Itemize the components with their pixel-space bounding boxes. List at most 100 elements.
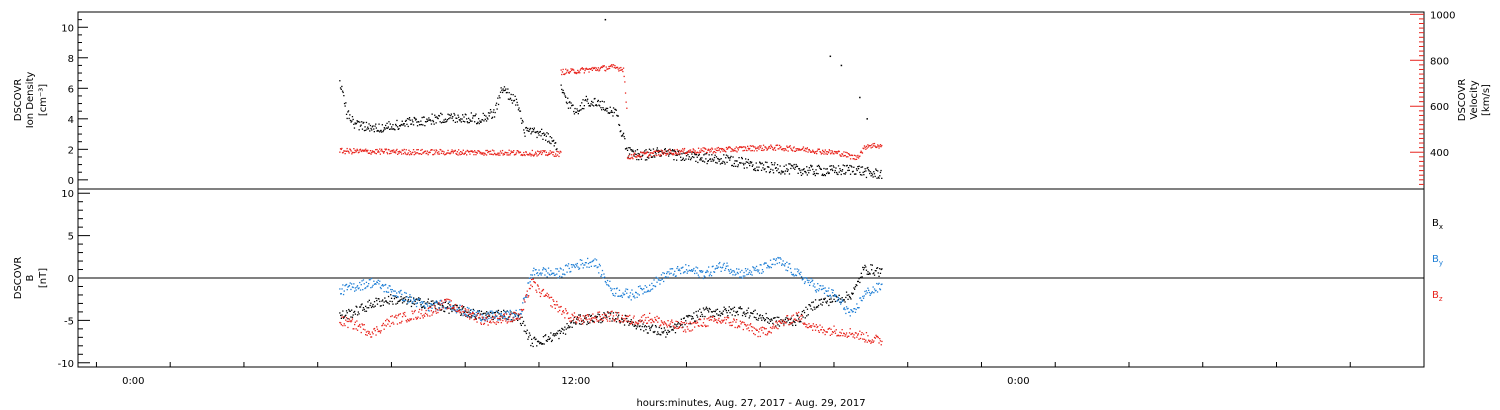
bz-point — [720, 322, 722, 324]
velocity-point — [871, 144, 873, 146]
density-point — [794, 166, 797, 168]
by-point — [628, 297, 630, 299]
density-point — [345, 113, 348, 115]
by-point — [872, 286, 874, 288]
by-point — [632, 296, 635, 298]
bz-point — [621, 317, 623, 319]
bx-point — [711, 311, 713, 313]
velocity-point — [355, 150, 358, 152]
bx-point — [696, 316, 699, 318]
density-point — [501, 89, 503, 91]
bz-point — [590, 319, 592, 321]
by-point — [677, 269, 680, 271]
velocity-point — [653, 150, 655, 153]
bz-point — [768, 330, 770, 333]
bz-point — [522, 309, 524, 311]
top-left-tick-label: 8 — [68, 54, 74, 65]
bx-point — [732, 307, 734, 310]
by-point — [866, 292, 868, 294]
by-point — [514, 313, 516, 316]
by-point — [449, 301, 451, 303]
density-point — [618, 124, 621, 126]
velocity-point — [629, 158, 631, 160]
velocity-point — [824, 149, 826, 151]
density-point — [497, 103, 500, 106]
bz-point — [391, 315, 393, 317]
by-point — [531, 277, 533, 279]
bx-point — [473, 313, 475, 315]
velocity-point — [485, 154, 488, 156]
velocity-point — [766, 149, 768, 151]
density-point — [675, 154, 677, 156]
bx-point — [460, 313, 463, 315]
by-point — [865, 293, 867, 295]
by-point — [590, 261, 592, 263]
bz-point — [699, 318, 702, 321]
velocity-point — [534, 153, 536, 155]
bx-point — [352, 314, 354, 316]
by-point — [497, 319, 499, 321]
bx-point — [751, 312, 753, 314]
bx-point — [427, 298, 429, 300]
velocity-point — [560, 151, 562, 153]
bz-point — [600, 318, 602, 320]
velocity-point — [395, 149, 397, 152]
velocity-point — [535, 151, 537, 153]
by-point — [344, 285, 346, 287]
density-point — [387, 126, 389, 128]
density-point — [823, 167, 825, 170]
velocity-point — [685, 152, 688, 154]
by-point — [498, 319, 500, 321]
bottom-plot-data — [339, 256, 883, 348]
density-point — [474, 121, 476, 123]
density-point — [499, 97, 501, 99]
by-point — [584, 262, 587, 264]
velocity-point — [826, 153, 828, 155]
bz-point — [855, 332, 857, 334]
velocity-point — [776, 144, 779, 146]
density-point — [859, 171, 861, 174]
density-point — [476, 122, 478, 125]
density-point — [448, 114, 450, 116]
density-point — [440, 122, 443, 124]
by-point — [400, 289, 402, 292]
velocity-point — [747, 145, 749, 147]
density-point — [759, 161, 761, 163]
velocity-point — [452, 150, 454, 153]
bx-point — [770, 318, 772, 320]
by-point — [679, 269, 681, 272]
density-point — [503, 86, 506, 88]
density-point — [687, 158, 690, 160]
velocity-point — [491, 153, 493, 155]
legend-entry: Bz — [1432, 290, 1443, 303]
velocity-point — [357, 149, 359, 152]
bz-point — [620, 320, 622, 322]
bx-point — [475, 318, 477, 320]
by-point — [833, 295, 835, 297]
velocity-point — [523, 154, 526, 156]
velocity-point — [863, 148, 865, 150]
top-left-tick-label: 2 — [68, 145, 74, 156]
by-point — [609, 280, 611, 282]
bx-point — [357, 311, 359, 313]
bz-point — [694, 322, 696, 324]
bz-point — [805, 326, 807, 328]
velocity-point — [705, 148, 707, 150]
bx-point — [528, 332, 531, 334]
bx-point — [354, 313, 356, 315]
by-point — [429, 305, 431, 307]
bz-point — [531, 285, 533, 288]
density-point — [391, 128, 393, 130]
by-point — [699, 271, 702, 273]
density-point — [378, 123, 380, 125]
by-point — [817, 283, 819, 285]
bz-point — [497, 321, 500, 324]
density-point — [816, 165, 818, 167]
velocity-point — [392, 151, 394, 153]
bz-point — [626, 315, 629, 317]
bz-point — [441, 303, 443, 305]
velocity-point — [339, 148, 342, 150]
bx-point — [410, 305, 413, 308]
bx-point — [774, 317, 776, 319]
by-point — [603, 273, 605, 275]
